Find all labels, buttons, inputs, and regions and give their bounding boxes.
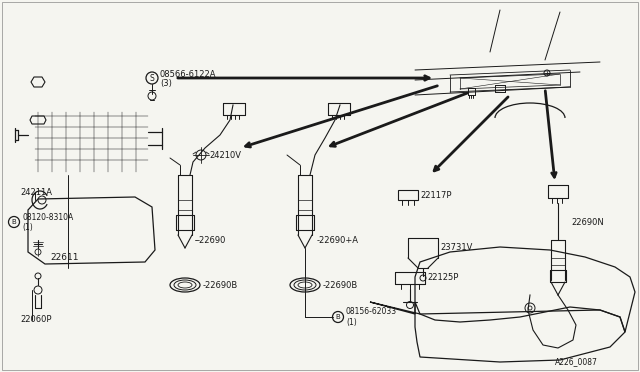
Text: -22690: -22690: [197, 235, 227, 244]
Text: (1): (1): [346, 317, 356, 327]
Text: S: S: [150, 74, 154, 83]
Text: B: B: [335, 314, 340, 320]
Text: -22690B: -22690B: [323, 280, 358, 289]
Text: 08566-6122A: 08566-6122A: [160, 70, 216, 78]
Text: 22060P: 22060P: [20, 315, 51, 324]
Text: 24210V: 24210V: [209, 151, 241, 160]
Text: -22690B: -22690B: [203, 280, 238, 289]
Text: 08156-62033: 08156-62033: [346, 308, 397, 317]
Text: A226_0087: A226_0087: [555, 357, 598, 366]
Text: 08120-8310A: 08120-8310A: [22, 212, 73, 221]
Text: -22690+A: -22690+A: [317, 235, 359, 244]
Text: 22611: 22611: [50, 253, 79, 263]
Text: 22125P: 22125P: [427, 273, 458, 282]
Text: 22117P: 22117P: [420, 190, 451, 199]
Bar: [398, 190, 418, 200]
Text: 23731V: 23731V: [440, 244, 472, 253]
Text: B: B: [12, 219, 17, 225]
Text: (3): (3): [160, 78, 172, 87]
Text: (1): (1): [22, 222, 33, 231]
Text: 24211A: 24211A: [20, 187, 52, 196]
Text: 22690N: 22690N: [571, 218, 604, 227]
